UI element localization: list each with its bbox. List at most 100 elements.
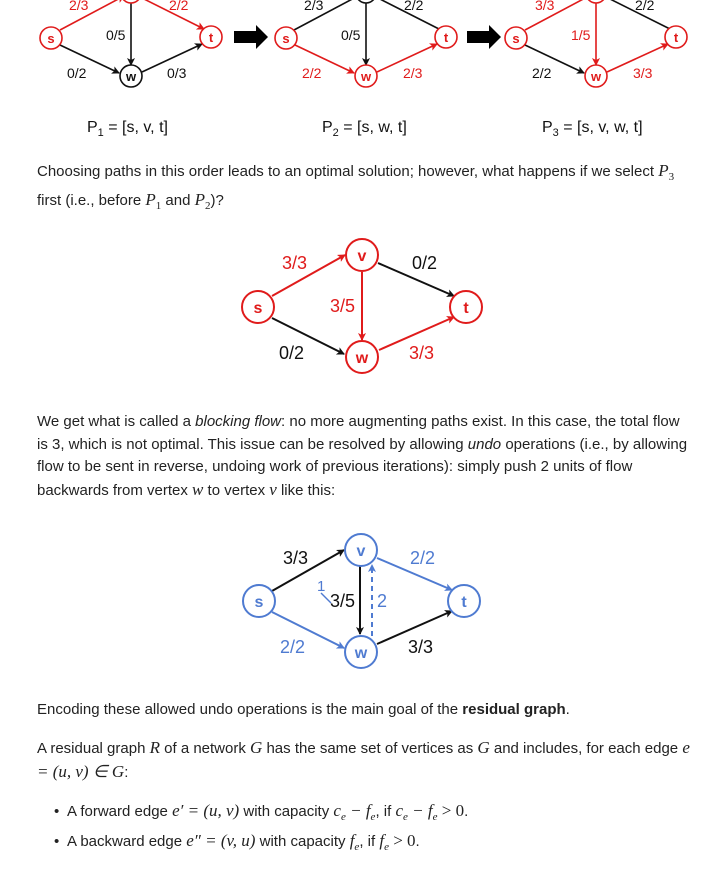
edge-w-t xyxy=(378,316,455,351)
node-s-label: s xyxy=(47,31,54,46)
edge-s-w xyxy=(59,44,120,74)
node-t xyxy=(199,25,223,49)
node-v xyxy=(345,238,379,272)
flow-s-v: 3/3 xyxy=(282,253,307,273)
flow-w-t: 3/3 xyxy=(409,343,434,363)
flow-w-t: 0/3 xyxy=(167,65,187,81)
flow-s-v: 3/3 xyxy=(283,548,308,568)
edge-s-v xyxy=(271,254,346,297)
flow-s-w: 0/2 xyxy=(279,343,304,363)
flow-w-t: 3/3 xyxy=(633,65,653,81)
arrow-right-icon xyxy=(234,25,268,49)
edge-v-t xyxy=(610,0,671,30)
flow-s-w: 2/2 xyxy=(302,65,322,81)
node-s-label: s xyxy=(254,300,263,317)
flow-v-t: 2/2 xyxy=(404,0,424,13)
flow-v-w: 0/5 xyxy=(341,27,361,43)
bullet-icon: • xyxy=(54,803,60,820)
flow-s-w: 2/2 xyxy=(532,65,552,81)
flow-v-t: 2/2 xyxy=(635,0,655,13)
bottom-graph: s v w t 3/3 2/2 1 3/5 2 2/2 3/3 xyxy=(242,533,481,669)
node-t xyxy=(434,25,458,49)
caption-p1: P1 = [s, v, t] xyxy=(87,119,168,139)
top-graph-2: s t w 2/3 2/2 0/5 2/2 2/3 xyxy=(274,0,458,88)
edge-w-t xyxy=(376,43,438,73)
node-t-label: t xyxy=(444,30,449,45)
flow-w-t: 3/3 xyxy=(408,637,433,657)
flow-v-t: 2/2 xyxy=(410,548,435,568)
node-w xyxy=(119,64,143,88)
arrow-right-icon xyxy=(467,25,501,49)
flow-s-v: 2/3 xyxy=(69,0,89,13)
edge-v-t xyxy=(377,262,455,297)
middle-graph: s v w t 3/3 0/2 3/5 0/2 3/3 xyxy=(241,238,483,374)
node-s xyxy=(39,26,63,50)
node-v-label: v xyxy=(357,543,366,560)
edge-s-w xyxy=(271,611,345,649)
node-t-label: t xyxy=(463,300,469,317)
paragraph-question: Choosing paths in this order leads to an… xyxy=(37,161,675,212)
node-t-label: t xyxy=(209,30,214,45)
flow-v-w: 0/5 xyxy=(106,27,126,43)
node-t xyxy=(664,25,688,49)
flow-v-w: 3/5 xyxy=(330,296,355,316)
flow-v-w-change: 1 xyxy=(317,578,325,595)
flow-s-v: 3/3 xyxy=(535,0,555,13)
node-t xyxy=(449,290,483,324)
node-v xyxy=(357,0,375,4)
paragraph-blocking-flow: We get what is called a blocking flow: n… xyxy=(37,413,688,499)
node-s xyxy=(241,290,275,324)
edge-s-v xyxy=(524,0,584,31)
node-v xyxy=(344,533,378,567)
flow-w-v-undo: 2 xyxy=(377,591,387,611)
edge-s-w xyxy=(271,317,345,355)
edge-w-t xyxy=(376,610,453,645)
edge-v-t xyxy=(376,557,453,591)
caption-p2: P2 = [s, w, t] xyxy=(322,119,407,139)
edge-w-t xyxy=(141,43,203,73)
bullet-icon: • xyxy=(54,833,60,850)
edge-s-v xyxy=(59,0,125,31)
node-w xyxy=(344,635,378,669)
edge-s-w xyxy=(524,44,585,74)
top-graph-1: s t w 2/3 2/2 0/5 0/2 0/3 xyxy=(39,0,223,88)
node-s-label: s xyxy=(282,31,289,46)
edge-v-t xyxy=(380,0,440,30)
top-graph-3: s t w 3/3 2/2 1/5 2/2 3/3 xyxy=(504,0,688,88)
edge-v-t xyxy=(144,0,205,30)
node-s xyxy=(504,26,528,50)
edge-s-v xyxy=(293,0,353,31)
node-v-label: v xyxy=(358,248,367,265)
node-w-label: w xyxy=(355,350,369,367)
node-w xyxy=(584,64,608,88)
flow-v-t: 2/2 xyxy=(169,0,189,13)
list-item: • A backward edge e″ = (v, u) with capaci… xyxy=(54,831,420,853)
node-w-label: w xyxy=(360,69,372,84)
node-w xyxy=(354,64,378,88)
node-s-label: s xyxy=(255,594,264,611)
node-t-label: t xyxy=(461,594,467,611)
list-item: • A forward edge e′ = (u, v) with capacit… xyxy=(54,801,469,823)
node-v xyxy=(122,0,140,4)
node-w-label: w xyxy=(590,69,602,84)
strike-mark xyxy=(320,592,332,604)
flow-v-w: 1/5 xyxy=(571,27,591,43)
flow-s-v: 2/3 xyxy=(304,0,324,13)
flow-w-t: 2/3 xyxy=(403,65,423,81)
flow-v-w: 3/5 xyxy=(330,591,355,611)
edge-s-v xyxy=(271,549,345,592)
paragraph-residual-goal: Encoding these allowed undo operations i… xyxy=(37,701,570,718)
node-w xyxy=(345,340,379,374)
node-t-label: t xyxy=(674,30,679,45)
caption-p3: P3 = [s, v, w, t] xyxy=(542,119,643,139)
node-s xyxy=(242,584,276,618)
node-v xyxy=(587,0,605,4)
flow-v-t: 0/2 xyxy=(412,253,437,273)
node-s-label: s xyxy=(512,31,519,46)
edge-s-w xyxy=(294,44,355,74)
node-t xyxy=(447,584,481,618)
edge-w-t xyxy=(606,43,669,73)
flow-s-w: 2/2 xyxy=(280,637,305,657)
paragraph-residual-definition: A residual graph R of a network G has th… xyxy=(37,738,690,781)
